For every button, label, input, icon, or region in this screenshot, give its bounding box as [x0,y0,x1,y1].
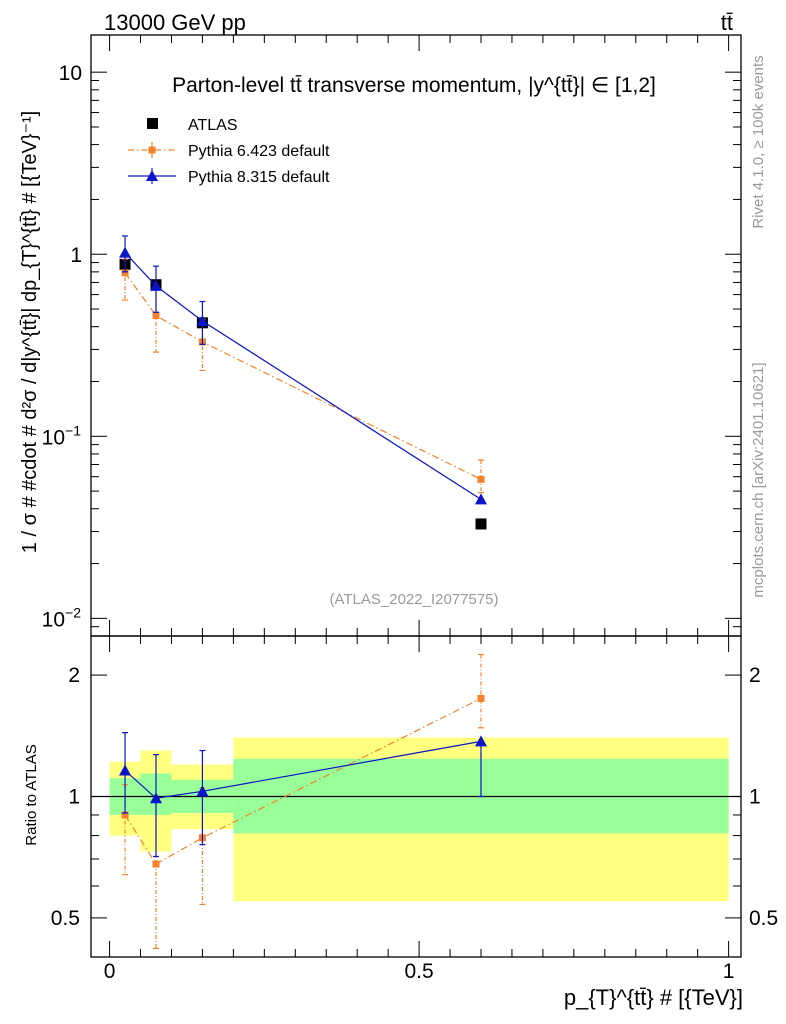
y-tick-label-base: 10 [42,426,65,449]
main-y-axis-label: 1 / σ # #cdot # d²σ / d|y^{tt̄}| dp_{T}^… [19,111,41,553]
pythia6-main-point [121,269,129,277]
legend-entry-atlas: ATLAS [147,117,238,134]
pythia6-ratio-point [121,811,129,819]
ratio-y-axis-label: Ratio to ATLAS [23,744,40,845]
pythia8-main-line [124,252,482,500]
pythia8-main-point [475,493,487,505]
pythia8-main-point [150,279,162,291]
y-tick-label-exponent: −2 [65,604,81,620]
legend-entry-pythia6: Pythia 6.423 default [128,142,330,160]
pythia6-main-point [152,312,160,320]
pythia8-ratio-point [475,735,487,747]
pythia6-main-line [124,272,482,480]
pythia8-ratio-point [150,792,162,804]
x-axis-label: p_{T}^{tt̄} # [{TeV}] [564,985,743,1010]
pythia8-ratio-point [119,764,132,776]
x-tick-label: 0 [104,960,116,983]
pythia8-main-point [119,246,132,258]
ratio-y-tick-label-right: 1 [749,786,761,809]
legend-marker-pythia8 [146,170,158,181]
pythia6-ratio-point [477,694,485,702]
y-tick-label-base: 10 [59,62,82,85]
energy-label: 13000 GeV pp [104,10,246,35]
ratio-panel: 2 2 1 1 0.5 0.5 0 0.5 1 [51,635,778,983]
y-tick-label: 10−2 [42,604,82,631]
y-tick-label: 10−1 [42,422,82,449]
y-tick-label-exponent: −1 [65,422,81,438]
pythia8-main-point [196,314,209,326]
pythia6-main-point [477,475,485,483]
rivet-label: Rivet 4.1.0, ≥ 100k events [750,55,767,228]
mcplots-label: mcplots.cern.ch [arXiv:2401.10621] [750,362,767,597]
y-tick-label: 1 [70,244,82,267]
legend-label-pythia6: Pythia 6.423 default [188,143,330,160]
y-tick-label-base: 10 [42,608,65,631]
legend-entry-pythia8: Pythia 8.315 default [128,168,330,186]
pythia6-ratio-line [124,697,482,865]
pythia6-ratio-point [152,860,160,868]
ratio-y-tick-label-left: 2 [68,664,80,687]
y-tick-label: 10 [59,62,82,85]
x-tick-label: 1 [723,960,735,983]
ratio-y-tick-label-right: 0.5 [749,907,778,930]
y-tick-label-base: 1 [70,244,82,267]
legend-label-pythia8: Pythia 8.315 default [188,169,330,186]
process-label: tt̄ [721,10,733,35]
legend: ATLAS Pythia 6.423 default Pythia 8.315 … [128,117,330,186]
ratio-y-tick-label-left: 1 [68,786,80,809]
legend-marker-pythia6 [148,146,156,154]
legend-label-atlas: ATLAS [188,117,238,134]
ratio-y-tick-label-right: 2 [749,664,761,687]
atlas-data-point [475,518,487,530]
pythia8-ratio-point [196,785,209,797]
x-tick-label: 0.5 [404,960,433,983]
legend-marker-atlas [147,118,158,129]
analysis-watermark: (ATLAS_2022_I2077575) [329,591,498,608]
chart-title: Parton-level tt̄ transverse momentum, |y… [172,74,656,97]
pythia8-ratio-line [124,740,482,799]
ratio-y-tick-label-left: 0.5 [51,907,80,930]
